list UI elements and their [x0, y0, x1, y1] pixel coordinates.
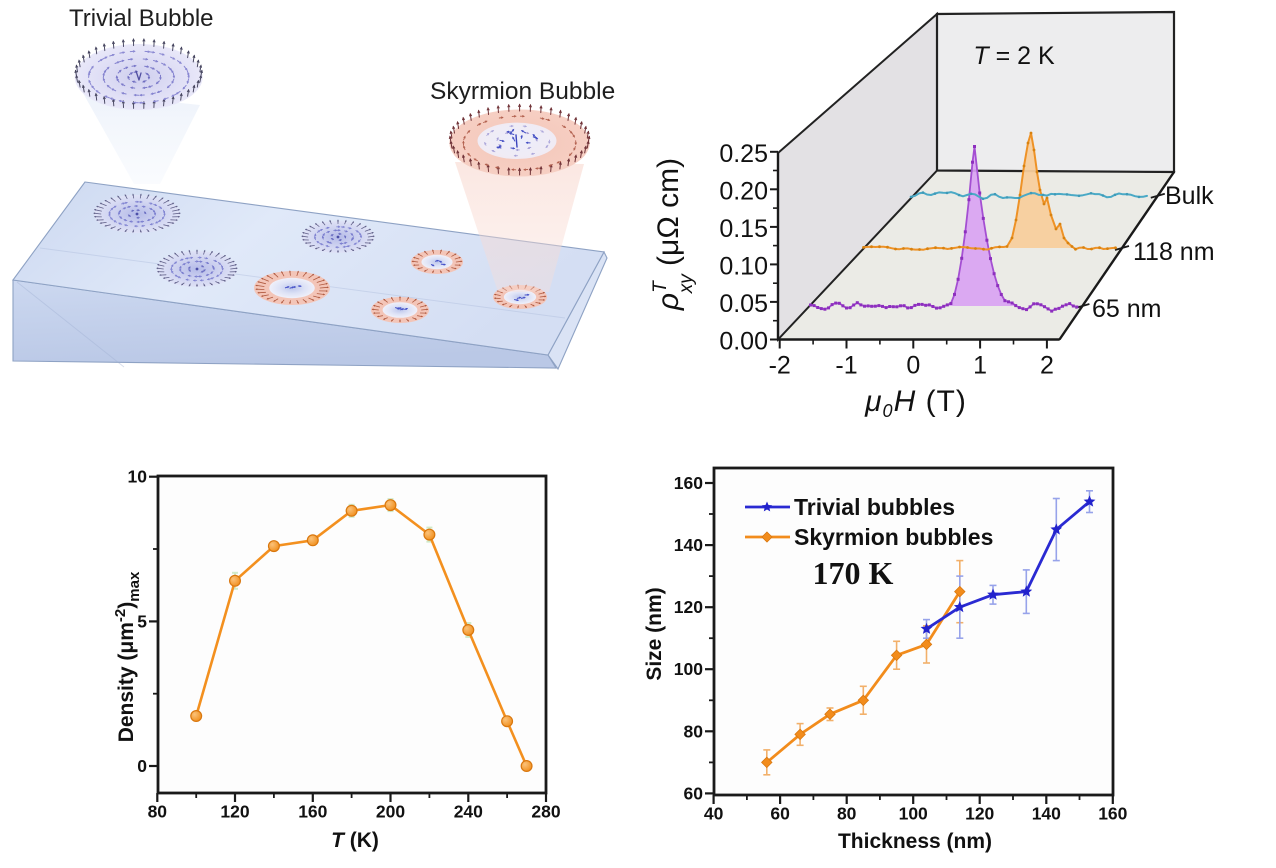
- svg-text:40: 40: [704, 804, 724, 824]
- svg-text:Skyrmion bubbles: Skyrmion bubbles: [794, 524, 993, 550]
- svg-text:200: 200: [376, 802, 405, 822]
- svg-text:160: 160: [298, 802, 327, 822]
- svg-text:0.00: 0.00: [719, 328, 768, 356]
- svg-text:160: 160: [674, 473, 703, 493]
- svg-text:65 nm: 65 nm: [1092, 295, 1161, 323]
- svg-text:240: 240: [454, 802, 483, 822]
- svg-text:-1: -1: [835, 352, 857, 380]
- svg-text:0: 0: [137, 756, 147, 776]
- svg-text:Density (μm-2)max: Density (μm-2)max: [112, 571, 143, 742]
- svg-text:120: 120: [965, 804, 994, 824]
- svg-text:60: 60: [684, 783, 704, 803]
- svg-text:T (K): T (K): [331, 829, 379, 852]
- svg-text:120: 120: [220, 802, 249, 822]
- svg-text:120: 120: [674, 597, 703, 617]
- svg-text:118 nm: 118 nm: [1133, 238, 1215, 266]
- svg-text:280: 280: [531, 802, 560, 822]
- svg-text:2: 2: [1040, 352, 1054, 380]
- svg-text:-2: -2: [769, 352, 791, 380]
- svg-text:100: 100: [899, 804, 928, 824]
- svg-text:80: 80: [837, 804, 857, 824]
- svg-text:Bulk: Bulk: [1165, 182, 1214, 210]
- svg-text:0.15: 0.15: [719, 215, 768, 243]
- svg-text:Thickness (nm): Thickness (nm): [838, 830, 992, 853]
- svg-text:80: 80: [684, 721, 704, 741]
- svg-text:5: 5: [137, 611, 147, 631]
- svg-text:Trivial bubbles: Trivial bubbles: [794, 494, 955, 520]
- svg-text:100: 100: [674, 659, 703, 679]
- svg-text:0: 0: [906, 352, 920, 380]
- svg-text:0.05: 0.05: [719, 290, 768, 318]
- svg-text:Size (nm): Size (nm): [643, 587, 666, 680]
- svg-text:1: 1: [973, 352, 987, 380]
- svg-text:140: 140: [674, 535, 703, 555]
- svg-text:0.20: 0.20: [719, 177, 768, 205]
- svg-text:Skyrmion Bubble: Skyrmion Bubble: [430, 78, 615, 105]
- svg-text:T = 2 K: T = 2 K: [973, 42, 1055, 70]
- svg-text:80: 80: [148, 802, 168, 822]
- svg-text:140: 140: [1032, 804, 1061, 824]
- svg-text:μ0H (T): μ0H (T): [864, 385, 967, 421]
- svg-text:170 K: 170 K: [813, 555, 894, 591]
- svg-text:0.10: 0.10: [719, 252, 768, 280]
- svg-text:160: 160: [1098, 804, 1127, 824]
- svg-text:Trivial Bubble: Trivial Bubble: [69, 5, 214, 32]
- svg-text:60: 60: [770, 804, 790, 824]
- svg-text:10: 10: [128, 467, 148, 487]
- svg-text:0.25: 0.25: [719, 140, 768, 168]
